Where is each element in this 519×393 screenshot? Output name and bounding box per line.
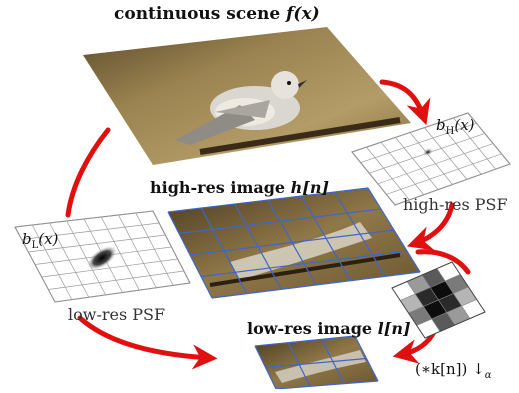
grid-line xyxy=(48,270,184,290)
grid-line xyxy=(360,122,477,163)
arrow-lowres-psf-to-lowres xyxy=(77,315,218,370)
lowres-psf-label: low-res PSF xyxy=(68,305,166,324)
scene-title: continuous scene f(x) xyxy=(114,4,320,24)
grid-line xyxy=(28,234,166,253)
grid-line xyxy=(178,208,382,235)
grid-line xyxy=(351,112,469,153)
grid-line xyxy=(386,153,502,195)
grid-line xyxy=(21,222,160,240)
grid-line xyxy=(41,258,178,278)
grid-line xyxy=(167,187,369,213)
grid-line xyxy=(438,122,482,175)
kernel-grid xyxy=(391,261,486,339)
arrow-highres-to-kernel xyxy=(415,249,471,275)
highres-psf-label: high-res PSF xyxy=(403,195,508,214)
grid-line xyxy=(467,112,511,165)
grid-line xyxy=(453,117,496,170)
grid-line xyxy=(409,132,453,185)
grid-line xyxy=(351,151,396,206)
scene-photo xyxy=(83,27,411,165)
grid-line xyxy=(380,142,425,195)
grid-line xyxy=(211,271,421,299)
highres-title: high-res image h[n] xyxy=(150,178,330,197)
grid-line xyxy=(54,282,191,303)
grid-line xyxy=(265,357,367,369)
arrow-scene-to-lowres-psf xyxy=(65,127,111,218)
kernel-outline xyxy=(391,261,486,339)
downsample-operator: (∗k[n]) ↓α xyxy=(415,360,492,381)
arrow-psf-to-highres xyxy=(406,202,455,251)
arrow-scene-to-highres-psf xyxy=(379,79,431,126)
grid-line xyxy=(424,127,468,180)
lowres-psf-symbol: bL(x) xyxy=(22,230,59,251)
grid-line xyxy=(275,380,379,390)
grid-line xyxy=(377,143,494,185)
highres-psf-panel xyxy=(351,112,511,206)
grid-line xyxy=(254,335,356,347)
grid-line xyxy=(366,146,410,201)
highres-psf-symbol: bH(x) xyxy=(436,116,475,137)
grid-line xyxy=(394,163,511,206)
lowres-psf-panel xyxy=(14,210,191,303)
lowres-title: low-res image l[n] xyxy=(247,319,411,338)
lowres-image xyxy=(254,335,379,390)
grid-line xyxy=(14,210,154,228)
grid-line xyxy=(189,229,395,256)
grid-line xyxy=(200,250,408,278)
highres-image xyxy=(167,187,421,299)
grid-line xyxy=(395,137,439,190)
